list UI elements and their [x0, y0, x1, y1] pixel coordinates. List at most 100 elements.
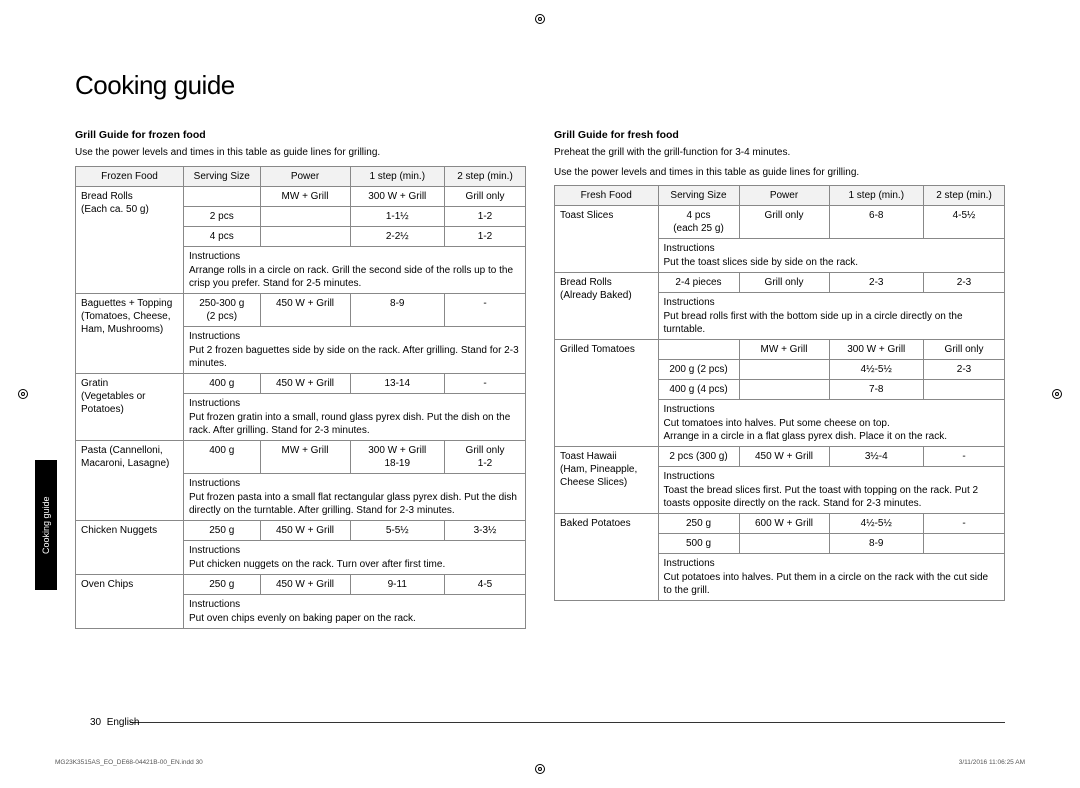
food-cell: Grilled Tomatoes [555, 340, 659, 447]
col-header: Serving Size [658, 186, 739, 206]
content-columns: Grill Guide for frozen food Use the powe… [75, 129, 1005, 629]
food-cell: Bread Rolls(Already Baked) [555, 273, 659, 340]
data-cell: 300 W + Grill [350, 186, 445, 206]
instructions-body: Put bread rolls first with the bottom si… [658, 309, 1005, 340]
data-cell: MW + Grill [260, 186, 350, 206]
crop-mark-icon [535, 764, 545, 774]
data-cell: 450 W + Grill [260, 373, 350, 393]
col-fresh: Grill Guide for fresh food Preheat the g… [554, 129, 1005, 629]
crop-mark-icon [535, 14, 545, 24]
instructions-label: Instructions [658, 293, 1005, 310]
data-cell: 450 W + Grill [260, 293, 350, 326]
data-cell: - [445, 373, 526, 393]
col-header: 2 step (min.) [445, 166, 526, 186]
food-cell: Chicken Nuggets [76, 520, 184, 574]
col-header: Frozen Food [76, 166, 184, 186]
data-cell: 2 pcs [184, 206, 261, 226]
instructions-body: Cut tomatoes into halves. Put some chees… [658, 416, 1005, 447]
instructions-body: Toast the bread slices first. Put the to… [658, 483, 1005, 514]
page-footer: 30 English [90, 717, 140, 728]
instructions-body: Put frozen pasta into a small flat recta… [184, 490, 526, 521]
data-cell: 450 W + Grill [260, 574, 350, 594]
data-cell: 450 W + Grill [260, 520, 350, 540]
data-cell: Grill only1-2 [445, 440, 526, 473]
frozen-intro: Use the power levels and times in this t… [75, 146, 526, 160]
data-cell: 500 g [658, 534, 739, 554]
food-cell: Toast Hawaii(Ham, Pineapple, Cheese Slic… [555, 447, 659, 514]
instructions-label: Instructions [184, 393, 526, 410]
food-cell: Baked Potatoes [555, 514, 659, 601]
instructions-label: Instructions [658, 239, 1005, 256]
frozen-heading: Grill Guide for frozen food [75, 129, 526, 141]
data-cell: Grill only [445, 186, 526, 206]
data-cell [739, 380, 829, 400]
data-cell: 1-1½ [350, 206, 445, 226]
page-number: 30 [90, 717, 101, 728]
data-cell: 3½-4 [829, 447, 924, 467]
instructions-body: Put 2 frozen baguettes side by side on t… [184, 343, 526, 374]
data-cell: 600 W + Grill [739, 514, 829, 534]
data-cell: 4 pcs(each 25 g) [658, 206, 739, 239]
crop-mark-icon [18, 389, 28, 399]
data-cell: 450 W + Grill [739, 447, 829, 467]
data-cell: 2-3 [829, 273, 924, 293]
data-cell [260, 226, 350, 246]
instructions-body: Cut potatoes into halves. Put them in a … [658, 570, 1005, 601]
instructions-body: Put frozen gratin into a small, round gl… [184, 410, 526, 441]
data-cell: 6-8 [829, 206, 924, 239]
data-cell: 400 g (4 pcs) [658, 380, 739, 400]
data-cell: Grill only [739, 206, 829, 239]
instructions-body: Arrange rolls in a circle on rack. Grill… [184, 263, 526, 294]
data-cell: 250 g [658, 514, 739, 534]
food-cell: Oven Chips [76, 574, 184, 628]
data-cell: - [924, 447, 1005, 467]
data-cell [739, 534, 829, 554]
page-title: Cooking guide [75, 70, 1005, 101]
data-cell: 300 W + Grill [829, 340, 924, 360]
data-cell [739, 360, 829, 380]
instructions-body: Put chicken nuggets on the rack. Turn ov… [184, 557, 526, 575]
fresh-table: Fresh FoodServing SizePower1 step (min.)… [554, 185, 1005, 601]
col-header: 1 step (min.) [829, 186, 924, 206]
food-cell: Gratin(Vegetables or Potatoes) [76, 373, 184, 440]
instructions-label: Instructions [658, 554, 1005, 571]
data-cell: 250-300 g(2 pcs) [184, 293, 261, 326]
imprint-right: 3/11/2016 11:06:25 AM [959, 759, 1025, 766]
data-cell: Grill only [739, 273, 829, 293]
col-header: Power [739, 186, 829, 206]
instructions-label: Instructions [184, 326, 526, 343]
data-cell: 13-14 [350, 373, 445, 393]
data-cell: MW + Grill [739, 340, 829, 360]
fresh-heading: Grill Guide for fresh food [554, 129, 1005, 141]
data-cell: Grill only [924, 340, 1005, 360]
col-header: Fresh Food [555, 186, 659, 206]
data-cell: 4-5 [445, 574, 526, 594]
col-header: Serving Size [184, 166, 261, 186]
data-cell: 400 g [184, 440, 261, 473]
frozen-table: Frozen FoodServing SizePower1 step (min.… [75, 166, 526, 629]
data-cell [260, 206, 350, 226]
data-cell: 2-3 [924, 360, 1005, 380]
data-cell: 8-9 [829, 534, 924, 554]
data-cell: 200 g (2 pcs) [658, 360, 739, 380]
footer-rule [130, 722, 1005, 723]
data-cell: 4½-5½ [829, 514, 924, 534]
data-cell: - [924, 514, 1005, 534]
data-cell: 300 W + Grill18-19 [350, 440, 445, 473]
data-cell: 4 pcs [184, 226, 261, 246]
data-cell: - [445, 293, 526, 326]
data-cell: 7-8 [829, 380, 924, 400]
data-cell: 1-2 [445, 206, 526, 226]
data-cell: MW + Grill [260, 440, 350, 473]
instructions-label: Instructions [658, 400, 1005, 417]
fresh-intro-1: Preheat the grill with the grill-functio… [554, 146, 1005, 160]
data-cell: 5-5½ [350, 520, 445, 540]
instructions-body: Put oven chips evenly on baking paper on… [184, 611, 526, 629]
col-header: Power [260, 166, 350, 186]
fresh-intro-2: Use the power levels and times in this t… [554, 166, 1005, 180]
sidebar-tab: Cooking guide [35, 460, 57, 590]
col-header: 2 step (min.) [924, 186, 1005, 206]
col-header: 1 step (min.) [350, 166, 445, 186]
data-cell [184, 186, 261, 206]
food-cell: Bread Rolls(Each ca. 50 g) [76, 186, 184, 293]
